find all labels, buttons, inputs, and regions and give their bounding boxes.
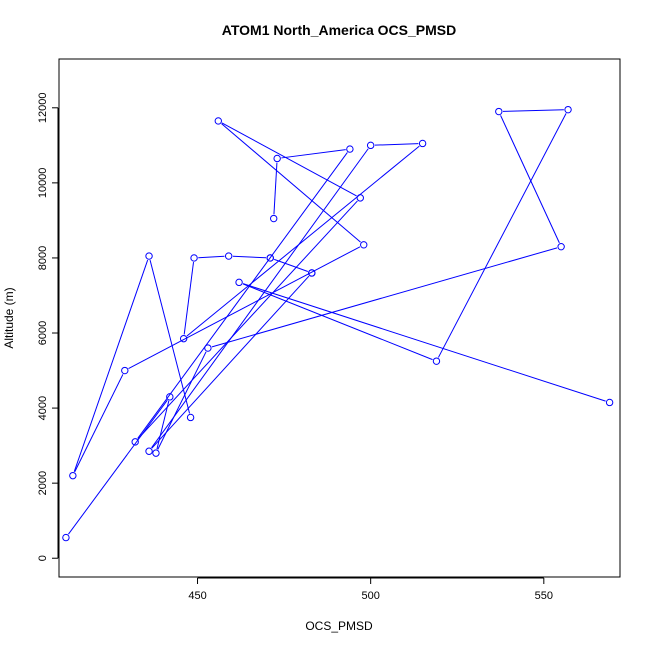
series-3 bbox=[145, 139, 427, 455]
series-segment bbox=[74, 374, 124, 473]
series-segment bbox=[68, 399, 168, 535]
data-point bbox=[360, 241, 368, 249]
series-segment bbox=[232, 255, 267, 259]
data-point bbox=[145, 252, 153, 260]
data-point bbox=[235, 278, 243, 287]
series-layer bbox=[62, 105, 614, 542]
series-segment bbox=[73, 259, 149, 472]
data-point bbox=[145, 447, 153, 455]
series-segment bbox=[198, 255, 225, 259]
series-segment bbox=[281, 149, 346, 159]
x-axis-label: OCS_PMSD bbox=[305, 619, 373, 633]
series-segment bbox=[156, 400, 170, 450]
series-segment bbox=[137, 152, 348, 439]
y-tick-label: 6000 bbox=[37, 321, 49, 345]
series-segment bbox=[151, 275, 310, 449]
y-tick-label: 12000 bbox=[37, 93, 49, 124]
y-tick-label: 10000 bbox=[37, 168, 49, 199]
data-point bbox=[346, 145, 354, 153]
data-point bbox=[557, 242, 565, 251]
series-segment bbox=[151, 148, 369, 449]
series-segment bbox=[221, 123, 361, 243]
data-point bbox=[605, 398, 614, 407]
data-point bbox=[308, 269, 316, 277]
data-point bbox=[131, 438, 139, 446]
series-segment bbox=[149, 260, 191, 414]
series-segment bbox=[502, 109, 564, 112]
series-segment bbox=[128, 246, 361, 370]
x-tick-label: 500 bbox=[361, 590, 379, 602]
y-axis-label: Altitude (m) bbox=[2, 287, 16, 348]
x-tick-label: 450 bbox=[188, 590, 206, 602]
data-point bbox=[366, 141, 375, 150]
series-segment bbox=[374, 143, 419, 146]
series-segment bbox=[274, 258, 309, 272]
series-segment bbox=[500, 115, 560, 244]
data-point bbox=[418, 139, 427, 148]
series-2 bbox=[69, 117, 368, 480]
y-tick-label: 4000 bbox=[37, 396, 49, 420]
data-point bbox=[204, 344, 212, 352]
data-point bbox=[121, 366, 129, 375]
data-point bbox=[266, 254, 274, 262]
series-segment bbox=[242, 283, 433, 361]
y-tick-label: 0 bbox=[37, 555, 49, 561]
chart-title: ATOM1 North_America OCS_PMSD bbox=[222, 22, 456, 38]
series-segment bbox=[137, 200, 358, 440]
plot-area-frame bbox=[58, 58, 621, 578]
data-point bbox=[564, 105, 572, 114]
data-point bbox=[273, 154, 281, 163]
series-segment bbox=[183, 262, 195, 335]
data-point bbox=[69, 471, 77, 480]
y-axis: 0 2000 4000 6000 8000 10000 12000 bbox=[37, 93, 59, 561]
data-point bbox=[186, 413, 195, 422]
y-tick-label: 8000 bbox=[37, 246, 49, 270]
series-segment bbox=[437, 113, 567, 358]
data-point bbox=[495, 107, 503, 116]
data-point bbox=[190, 254, 198, 262]
data-point bbox=[270, 214, 278, 223]
x-axis: 450 500 550 bbox=[188, 577, 553, 602]
data-point bbox=[432, 357, 441, 365]
series-segment bbox=[221, 122, 357, 197]
data-point bbox=[62, 533, 70, 542]
series-segment bbox=[211, 247, 558, 348]
data-point bbox=[166, 393, 174, 401]
series-1 bbox=[62, 105, 614, 542]
series-segment bbox=[186, 145, 420, 337]
data-point bbox=[224, 252, 233, 260]
data-point bbox=[179, 334, 188, 343]
y-tick-label: 2000 bbox=[37, 471, 49, 495]
data-point bbox=[214, 117, 222, 125]
series-segment bbox=[273, 162, 278, 215]
data-point bbox=[152, 449, 160, 457]
series-segment bbox=[242, 283, 606, 402]
x-tick-label: 550 bbox=[535, 590, 553, 602]
